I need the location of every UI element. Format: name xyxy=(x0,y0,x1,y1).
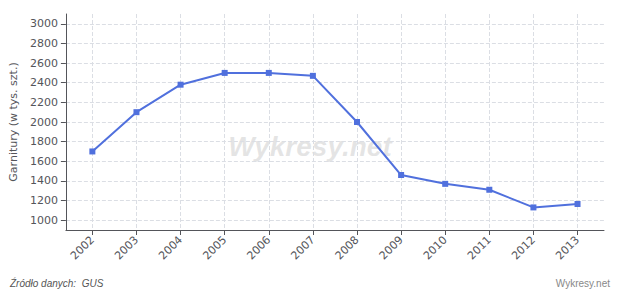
svg-text:2600: 2600 xyxy=(30,57,58,70)
svg-text:2004: 2004 xyxy=(156,233,185,262)
svg-text:Garnitury (w tys. szt.): Garnitury (w tys. szt.) xyxy=(7,62,20,181)
svg-text:1400: 1400 xyxy=(30,174,58,187)
svg-text:2007: 2007 xyxy=(289,233,318,262)
svg-text:2003: 2003 xyxy=(112,233,141,262)
svg-text:2013: 2013 xyxy=(553,233,582,262)
svg-text:2006: 2006 xyxy=(244,233,273,262)
svg-text:2200: 2200 xyxy=(30,96,58,109)
svg-text:2008: 2008 xyxy=(333,233,362,262)
svg-text:2010: 2010 xyxy=(421,233,450,262)
svg-text:2000: 2000 xyxy=(30,116,58,129)
svg-text:1800: 1800 xyxy=(30,135,58,148)
svg-text:Wykresy.net: Wykresy.net xyxy=(556,278,610,289)
svg-text:2800: 2800 xyxy=(30,37,58,50)
svg-text:2002: 2002 xyxy=(68,233,97,262)
svg-text:1000: 1000 xyxy=(30,214,58,227)
svg-text:2012: 2012 xyxy=(509,233,538,262)
svg-text:1200: 1200 xyxy=(30,194,58,207)
svg-text:2011: 2011 xyxy=(465,233,494,262)
svg-text:2009: 2009 xyxy=(377,233,406,262)
svg-text:3000: 3000 xyxy=(30,17,58,30)
svg-text:Źródło danych: GUS: Źródło danych: GUS xyxy=(9,277,104,289)
svg-text:Wykresy.net: Wykresy.net xyxy=(228,130,392,162)
svg-text:2400: 2400 xyxy=(30,76,58,89)
svg-text:1600: 1600 xyxy=(30,155,58,168)
svg-text:2005: 2005 xyxy=(200,233,229,262)
